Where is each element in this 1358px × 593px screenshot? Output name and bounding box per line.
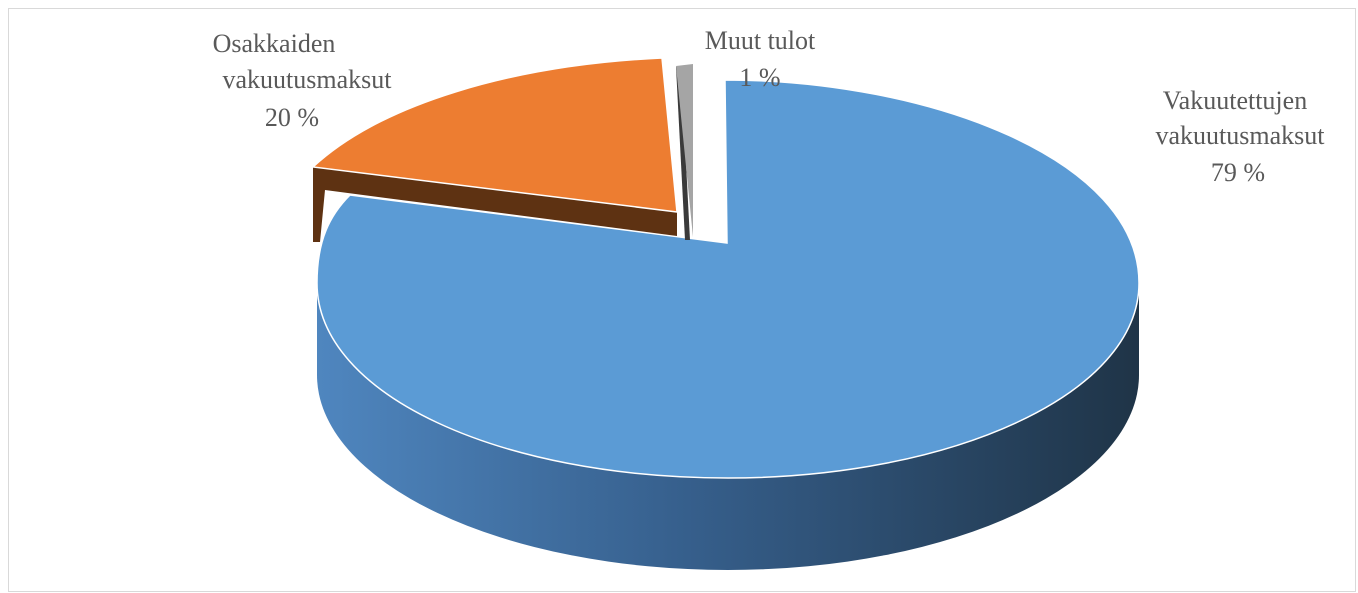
label-line: Vakuutettujen xyxy=(1163,86,1307,115)
pie-slice-vakuutettujen-top xyxy=(316,79,1140,479)
pie-slice-muut-tulot-side xyxy=(676,67,690,240)
svg-text:Muut tulot: Muut tulot xyxy=(705,26,816,55)
label-line: Osakkaiden xyxy=(213,29,336,58)
svg-text:79 %: 79 % xyxy=(1211,158,1265,187)
svg-text:Osakkaiden: Osakkaiden xyxy=(213,29,336,58)
label-line: vakuutusmaksut xyxy=(223,65,393,94)
label-percent: 20 % xyxy=(265,103,319,132)
label-line: vakuutusmaksut xyxy=(1156,121,1326,150)
data-label-osakkaiden: Osakkaiden vakuutusmaksut 20 % xyxy=(213,29,393,132)
svg-text:vakuutusmaksut: vakuutusmaksut xyxy=(223,65,393,94)
pie-slice-osakkaiden xyxy=(311,57,678,242)
data-label-muut-tulot: Muut tulot 1 % xyxy=(705,26,816,92)
svg-text:vakuutusmaksut: vakuutusmaksut xyxy=(1156,121,1326,150)
svg-text:Vakuutettujen: Vakuutettujen xyxy=(1163,86,1307,115)
label-percent: 1 % xyxy=(739,63,780,92)
data-label-vakuutettujen: Vakuutettujen vakuutusmaksut 79 % xyxy=(1156,86,1326,187)
pie-slice-osakkaiden-top xyxy=(311,57,678,213)
pie-slice-vakuutettujen xyxy=(316,79,1140,570)
pie-slice-osakkaiden-side xyxy=(313,167,677,242)
label-line: Muut tulot xyxy=(705,26,816,55)
pie-slice-muut-tulot xyxy=(676,64,693,240)
label-percent: 79 % xyxy=(1211,158,1265,187)
svg-text:1 %: 1 % xyxy=(739,63,780,92)
pie-slice-muut-tulot-top xyxy=(676,64,693,237)
svg-text:20 %: 20 % xyxy=(265,103,319,132)
